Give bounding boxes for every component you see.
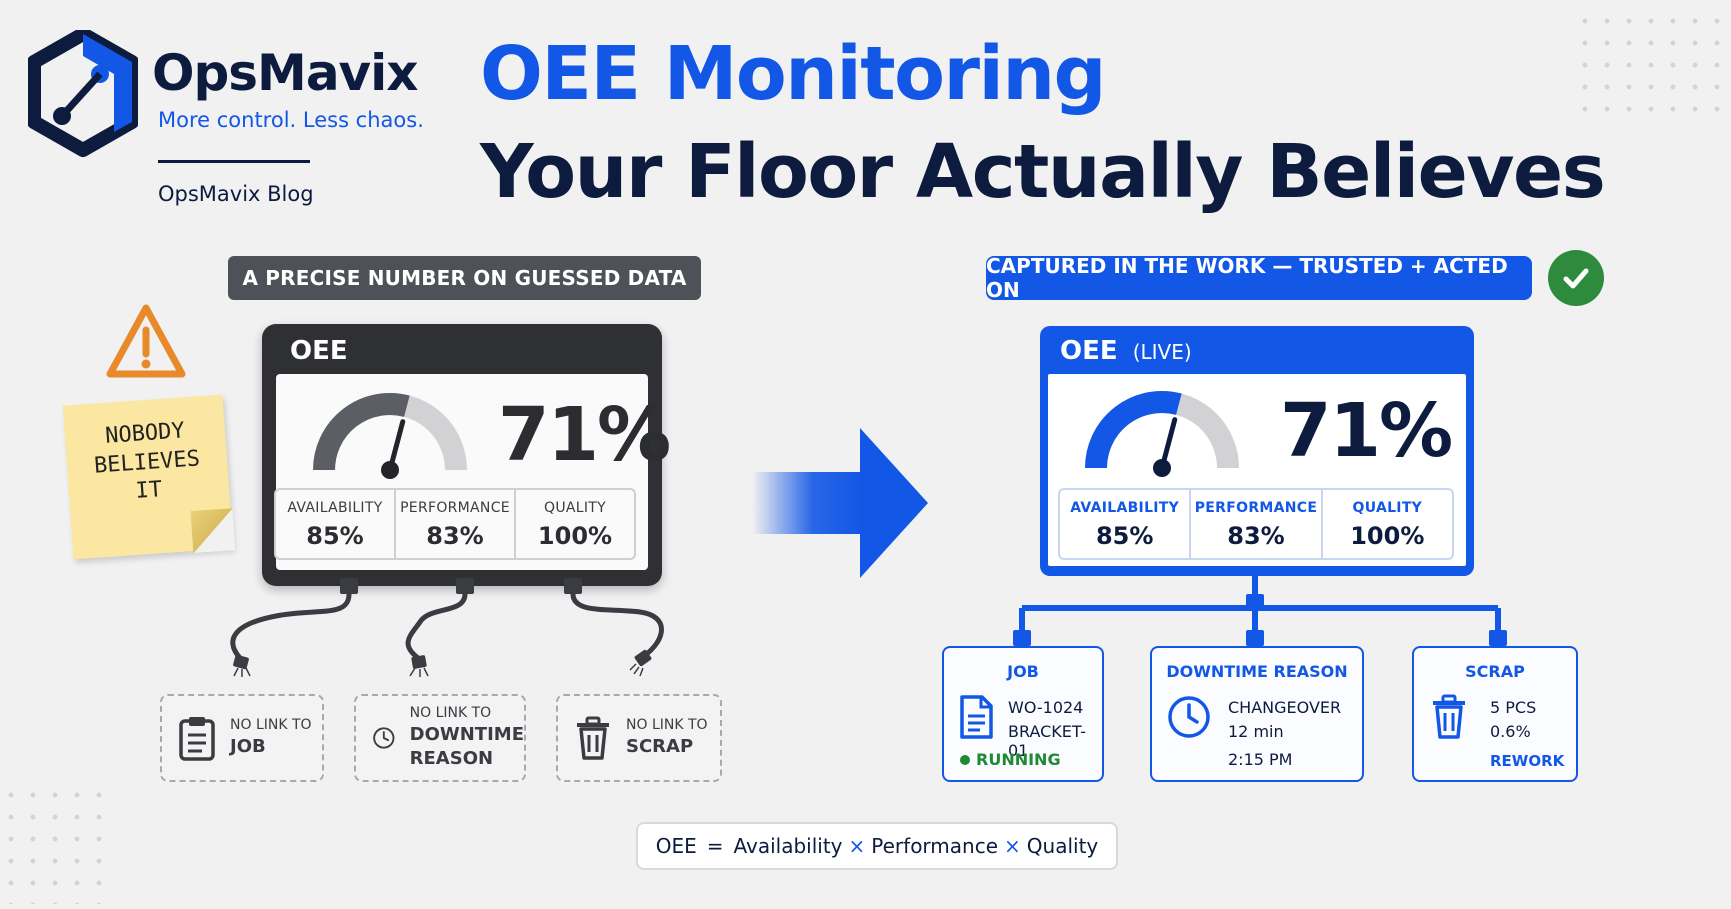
legacy-gauge-fill: [313, 393, 410, 471]
box-prefix: NO LINK TO: [626, 717, 708, 734]
live-label: (LIVE): [1132, 340, 1192, 364]
headline-line-2: Your Floor Actually Believes: [480, 129, 1606, 215]
box-target: DOWNTIME: [409, 724, 524, 746]
checkmark-icon: [1548, 250, 1604, 306]
metric-value: 100%: [537, 522, 613, 550]
formula-lhs: OEE: [655, 834, 697, 858]
box-target-2: REASON: [409, 748, 494, 770]
downtime-reason: CHANGEOVER: [1228, 698, 1342, 717]
formula-availability: Availability: [733, 834, 843, 858]
clock-icon: [373, 727, 395, 749]
sticky-fold: [190, 508, 236, 554]
metric-value: 85%: [306, 522, 364, 550]
dot-pattern-top-right: [1574, 10, 1724, 120]
job-status: RUNNING: [960, 750, 1061, 769]
legacy-metric-quality: QUALITY 100%: [514, 490, 634, 558]
left-banner: A PRECISE NUMBER ON GUESSED DATA: [228, 256, 701, 300]
scrap-tag: REWORK: [1490, 752, 1565, 770]
opsmavix-logo-icon: [28, 30, 138, 157]
downtime-box: DOWNTIME REASON CHANGEOVER 12 min 2:15 P…: [1150, 646, 1364, 782]
live-panel-title: OEE (LIVE): [1060, 336, 1192, 366]
downtime-duration: 12 min: [1228, 722, 1284, 741]
no-link-scrap-box: NO LINK TO SCRAP: [556, 694, 722, 782]
legacy-metric-performance: PERFORMANCE 83%: [394, 490, 514, 558]
job-id: WO-1024: [1008, 698, 1084, 717]
scrap-title: SCRAP: [1465, 662, 1525, 681]
downtime-title: DOWNTIME REASON: [1166, 662, 1348, 681]
formula-times-2: ×: [1004, 834, 1021, 858]
warning-icon: [106, 304, 186, 378]
downtime-time: 2:15 PM: [1228, 750, 1293, 769]
disconnected-cables: [230, 578, 664, 677]
metric-label: PERFORMANCE: [400, 500, 510, 516]
connector-tree: [1013, 576, 1507, 646]
legacy-oee-value: 71%: [498, 392, 671, 478]
legacy-gauge: [313, 393, 467, 479]
live-oee-panel: OEE (LIVE) 71%: [1040, 326, 1474, 576]
status-dot-icon: [960, 755, 970, 765]
legacy-oee-panel: OEE 71%: [262, 324, 671, 586]
trash-icon: [1433, 694, 1465, 739]
formula-performance: Performance: [871, 834, 999, 858]
dot-pattern-bottom-left: [0, 784, 112, 904]
no-link-job-box: NO LINK TO JOB: [160, 694, 324, 782]
metric-label: QUALITY: [1352, 500, 1423, 516]
live-metric-availability: AVAILABILITY 85%: [1060, 490, 1189, 558]
live-panel-title-text: OEE: [1060, 336, 1118, 366]
brand-name: OpsMavix: [152, 44, 419, 102]
blog-label[interactable]: OpsMavix Blog: [158, 182, 314, 206]
trash-icon: [577, 716, 609, 760]
scrap-box: SCRAP 5 PCS 0.6% REWORK: [1412, 646, 1578, 782]
clipboard-icon: [179, 717, 215, 761]
metric-value: 100%: [1350, 522, 1425, 550]
box-prefix: NO LINK TO: [409, 705, 492, 722]
formula-times-1: ×: [848, 834, 866, 858]
job-box: JOB WO-1024 BRACKET-01 RUNNING: [942, 646, 1104, 782]
job-status-label: RUNNING: [976, 750, 1061, 769]
formula-quality: Quality: [1026, 834, 1099, 858]
live-metrics-row: AVAILABILITY 85% PERFORMANCE 83% QUALITY…: [1058, 488, 1454, 560]
box-target: SCRAP: [626, 736, 694, 758]
live-panel-body: 71%: [1048, 374, 1466, 566]
scrap-rate: 0.6%: [1490, 722, 1531, 741]
brand-tagline: More control. Less chaos.: [158, 108, 424, 132]
metric-label: PERFORMANCE: [1194, 500, 1318, 516]
oee-formula: OEE = Availability × Performance × Quali…: [636, 822, 1118, 870]
live-oee-value: 71%: [1280, 388, 1453, 474]
formula-equals: =: [706, 834, 724, 858]
document-icon: [960, 695, 993, 739]
metric-label: QUALITY: [544, 500, 606, 516]
box-target: JOB: [230, 736, 266, 758]
job-title: JOB: [1007, 662, 1039, 681]
legacy-panel-body: 71%: [276, 374, 671, 570]
live-gauge-fill: [1085, 391, 1182, 469]
arrow-right-icon: [752, 428, 928, 578]
brand-divider: [158, 160, 310, 163]
live-metric-performance: PERFORMANCE 83%: [1189, 490, 1320, 558]
scrap-count: 5 PCS: [1490, 698, 1537, 717]
legacy-metric-availability: AVAILABILITY 85%: [276, 490, 394, 558]
metric-label: AVAILABILITY: [1070, 500, 1180, 516]
metric-value: 85%: [1095, 522, 1154, 550]
legacy-metrics-row: AVAILABILITY 85% PERFORMANCE 83% QUALITY…: [274, 488, 636, 560]
box-prefix: NO LINK TO: [230, 717, 312, 734]
live-metric-quality: QUALITY 100%: [1320, 490, 1452, 558]
clock-icon: [1168, 696, 1210, 738]
metric-value: 83%: [1227, 522, 1285, 550]
metric-value: 83%: [426, 522, 484, 550]
metric-label: AVAILABILITY: [287, 500, 383, 516]
headline-line-1: OEE Monitoring: [480, 31, 1107, 117]
job-part: BRACKET-01: [1008, 722, 1086, 760]
sticky-note: NOBODY BELIEVES IT: [62, 394, 236, 560]
live-gauge: [1085, 391, 1239, 477]
right-banner: CAPTURED IN THE WORK — TRUSTED + ACTED O…: [986, 254, 1532, 302]
legacy-panel-title: OEE: [290, 336, 348, 366]
no-link-downtime-box: NO LINK TO DOWNTIME REASON: [354, 694, 526, 782]
